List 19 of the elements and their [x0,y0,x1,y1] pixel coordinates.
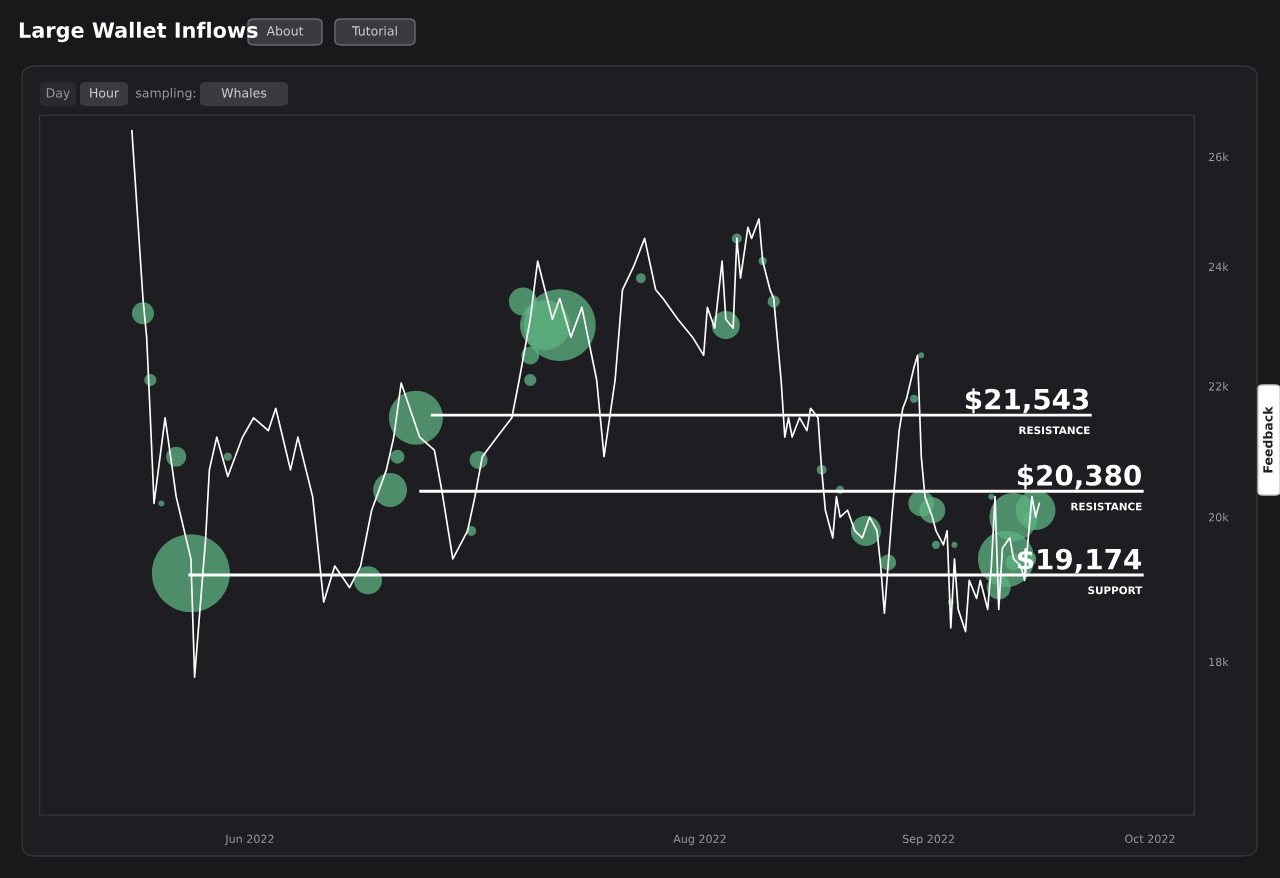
ref-line-label: $20,380 RESISTANCE [1017,464,1142,511]
text: About [266,25,304,36]
text: Tutorial [351,25,397,36]
text: sampling: [136,87,196,101]
y-tick-label: 26k [1208,152,1229,162]
text: Feedback [1262,406,1273,473]
ref-line-label: $21,543 RESISTANCE [965,388,1090,435]
y-tick-label: 22k [1208,381,1229,391]
x-tick-label: Aug 2022 [673,834,726,846]
x-tick-label: Oct 2022 [1125,834,1175,843]
x-tick-label: Sep 2022 [903,834,954,846]
y-tick-label: 18k [1209,657,1229,667]
chart-title: Large Wallet Inflows [19,21,258,43]
text: Whales [221,87,267,98]
y-tick-label: 24k [1208,262,1229,271]
y-tick-label: 20k [1208,512,1229,522]
text: Hour [90,88,120,98]
x-tick-label: Jun 2022 [224,834,274,846]
text: Day [46,88,70,101]
